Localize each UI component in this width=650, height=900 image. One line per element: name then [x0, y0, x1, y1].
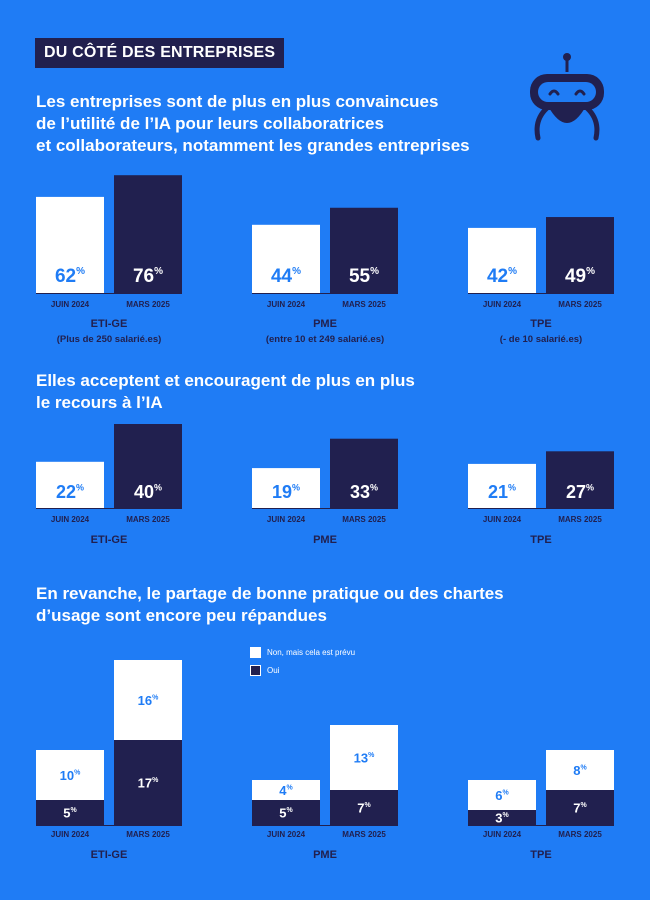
legend-item: Non, mais cela est prévu [250, 643, 355, 661]
bar [330, 438, 398, 508]
group-label: ETI-GE [91, 534, 128, 546]
category-label: JUIN 2024 [51, 515, 90, 524]
bar-segment-yes [36, 800, 104, 825]
category-label: JUIN 2024 [51, 300, 90, 309]
legend-label: Oui [267, 665, 280, 675]
bar-segment-planned [252, 780, 320, 800]
bar [36, 461, 104, 508]
bar [330, 207, 398, 293]
category-label: MARS 2025 [558, 515, 602, 524]
category-label: MARS 2025 [126, 515, 170, 524]
section-heading-2: Elles acceptent et encouragent de plus e… [36, 370, 415, 414]
robot-icon [530, 53, 604, 141]
category-label: MARS 2025 [342, 830, 386, 839]
bar [114, 175, 182, 293]
bar-segment-yes [546, 790, 614, 825]
bar-segment-yes [468, 810, 536, 825]
category-label: JUIN 2024 [267, 515, 306, 524]
heading-line: Les entreprises sont de plus en plus con… [36, 92, 439, 111]
group-label: PME [313, 534, 337, 546]
group-label: PME [313, 318, 337, 330]
bar [252, 468, 320, 508]
chart-legend: Non, mais cela est prévu Oui [250, 643, 355, 679]
bar-segment-yes [252, 800, 320, 825]
legend-label: Non, mais cela est prévu [267, 647, 356, 657]
category-label: JUIN 2024 [267, 300, 306, 309]
group-label: TPE [530, 849, 551, 861]
group-label: ETI-GE [91, 849, 128, 861]
category-label: MARS 2025 [342, 300, 386, 309]
section-heading-1: Les entreprises sont de plus en plus con… [36, 91, 470, 157]
bar-segment-planned [114, 660, 182, 740]
category-label: JUIN 2024 [483, 300, 522, 309]
bar-segment-planned [330, 725, 398, 790]
bar [546, 217, 614, 293]
group-label: PME [313, 849, 337, 861]
category-label: JUIN 2024 [483, 515, 522, 524]
bar-segment-planned [36, 750, 104, 800]
bar-segment-planned [546, 750, 614, 790]
bar-segment-yes [114, 740, 182, 825]
group-label: TPE [530, 534, 551, 546]
bar [468, 227, 536, 293]
bar-segment-planned [468, 780, 536, 810]
category-label: MARS 2025 [126, 830, 170, 839]
heading-line: Elles acceptent et encouragent de plus e… [36, 371, 415, 390]
category-label: MARS 2025 [558, 830, 602, 839]
bar [114, 424, 182, 508]
legend-swatch-yes [250, 664, 261, 676]
group-label: (Plus de 250 salarié.es) [57, 334, 162, 345]
bar [468, 463, 536, 508]
bar [252, 224, 320, 293]
group-label: ETI-GE [91, 318, 128, 330]
heading-line: d’usage sont encore peu répandues [36, 606, 327, 625]
section-heading-3: En revanche, le partage de bonne pratiqu… [36, 583, 504, 627]
bar [36, 196, 104, 293]
category-label: JUIN 2024 [51, 830, 90, 839]
heading-line: En revanche, le partage de bonne pratiqu… [36, 584, 504, 603]
group-label: (- de 10 salarié.es) [500, 334, 582, 345]
bar-segment-yes [330, 790, 398, 825]
category-label: MARS 2025 [342, 515, 386, 524]
category-label: MARS 2025 [558, 300, 602, 309]
bar [546, 451, 614, 508]
heading-line: et collaborateurs, notamment les grandes… [36, 136, 470, 155]
category-label: MARS 2025 [126, 300, 170, 309]
heading-line: de l’utilité de l’IA pour leurs collabor… [36, 114, 384, 133]
legend-item: Oui [250, 661, 355, 679]
heading-line: le recours à l’IA [36, 393, 163, 412]
legend-swatch-planned [250, 646, 261, 658]
group-label: (entre 10 et 249 salarié.es) [266, 334, 384, 345]
category-label: JUIN 2024 [267, 830, 306, 839]
page-title: DU CÔTÉ DES ENTREPRISES [35, 38, 285, 68]
category-label: JUIN 2024 [483, 830, 522, 839]
group-label: TPE [530, 318, 551, 330]
